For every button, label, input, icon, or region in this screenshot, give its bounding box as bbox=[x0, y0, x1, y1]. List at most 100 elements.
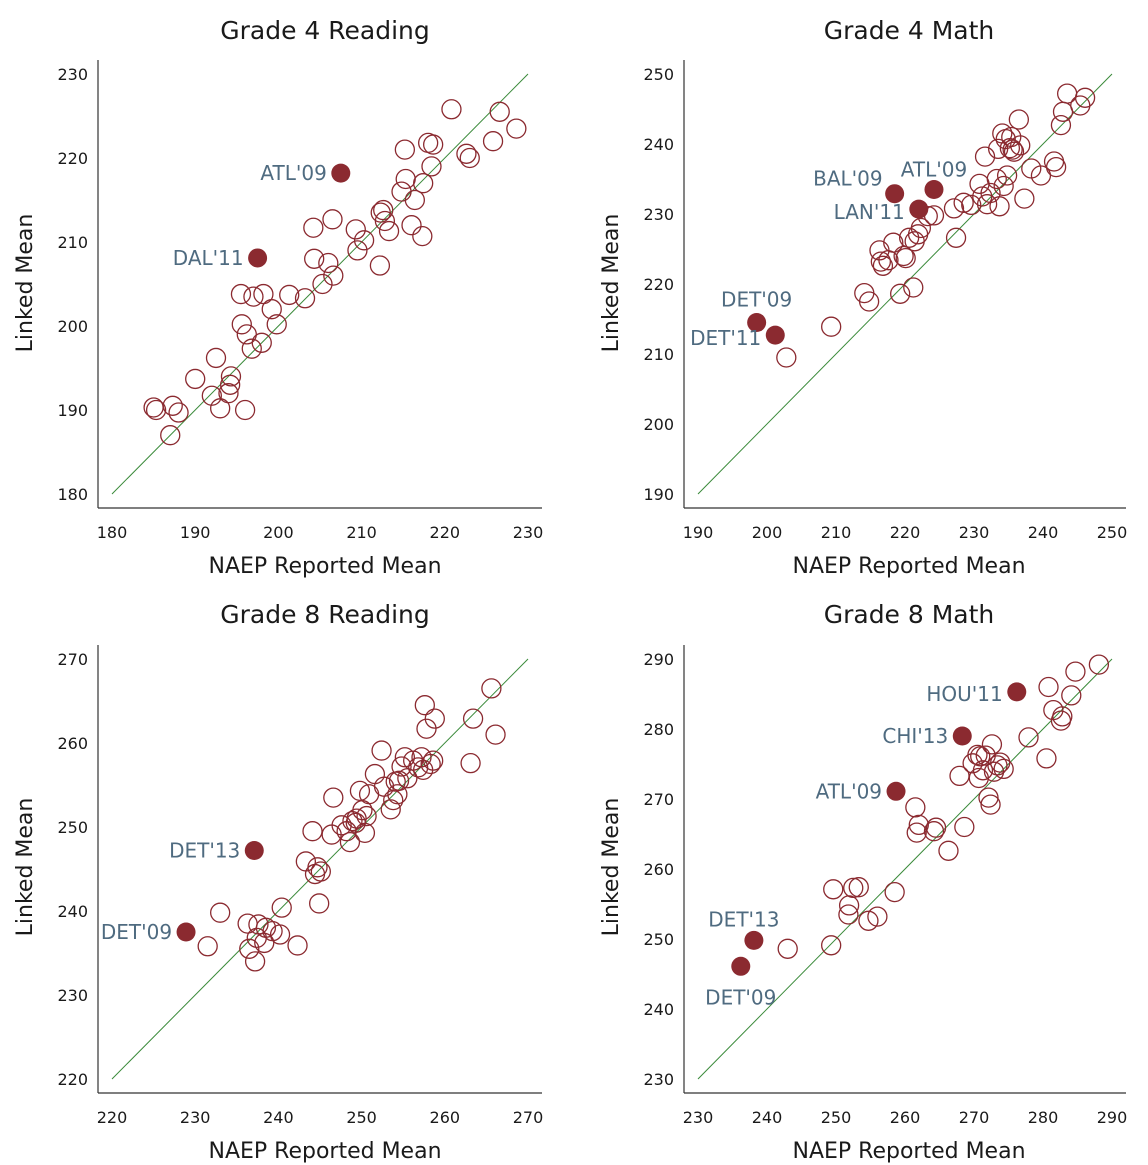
reference-line bbox=[111, 73, 529, 495]
data-point bbox=[890, 283, 911, 304]
x-tick-label: 240 bbox=[752, 1108, 783, 1127]
y-tick-label: 260 bbox=[643, 860, 674, 879]
data-point bbox=[949, 765, 970, 787]
data-point bbox=[1036, 748, 1057, 769]
data-point bbox=[1018, 727, 1039, 748]
data-point bbox=[506, 118, 527, 139]
data-point bbox=[970, 746, 991, 767]
highlighted-point bbox=[747, 313, 767, 332]
data-point bbox=[160, 425, 181, 446]
data-point bbox=[821, 316, 842, 337]
data-point bbox=[391, 181, 412, 202]
data-point bbox=[201, 385, 222, 406]
data-point bbox=[345, 219, 366, 240]
x-axis-label: NAEP Reported Mean bbox=[208, 1139, 441, 1164]
data-point bbox=[993, 758, 1014, 780]
data-point bbox=[943, 198, 965, 219]
y-tick-label: 270 bbox=[643, 790, 674, 809]
data-point bbox=[185, 368, 206, 390]
data-point bbox=[234, 399, 256, 421]
data-point bbox=[364, 763, 386, 785]
data-point bbox=[1045, 156, 1067, 178]
y-tick-label: 190 bbox=[57, 401, 88, 420]
x-tick-label: 290 bbox=[1097, 1108, 1128, 1127]
data-point bbox=[1065, 661, 1086, 682]
data-point bbox=[1038, 676, 1059, 698]
data-point bbox=[953, 192, 974, 213]
data-point bbox=[925, 817, 947, 838]
data-point bbox=[219, 374, 241, 395]
data-point bbox=[823, 879, 844, 900]
highlighted-point bbox=[176, 922, 196, 942]
highlight-label: ATL'09 bbox=[816, 779, 882, 803]
data-point bbox=[485, 724, 506, 745]
y-tick-label: 180 bbox=[57, 485, 88, 504]
data-point bbox=[162, 395, 183, 416]
x-tick-label: 220 bbox=[890, 523, 921, 542]
data-point bbox=[858, 910, 879, 931]
data-point bbox=[910, 217, 932, 239]
x-tick-label: 270 bbox=[513, 1108, 544, 1127]
data-point bbox=[210, 902, 231, 923]
data-point bbox=[387, 784, 408, 805]
scatter-panel-3: Grade 8 Reading 220 230 240 250 260 270 220 230 2… bbox=[13, 600, 543, 1164]
data-point bbox=[441, 99, 462, 120]
highlighted-point bbox=[885, 184, 905, 204]
x-tick-label: 250 bbox=[1097, 523, 1128, 542]
data-point bbox=[373, 199, 394, 221]
y-tick-label: 230 bbox=[57, 986, 88, 1005]
data-point bbox=[414, 695, 435, 716]
y-axis-label: Linked Mean bbox=[13, 798, 38, 937]
highlight-label: HOU'11 bbox=[926, 682, 1002, 706]
data-point bbox=[999, 138, 1021, 159]
data-point bbox=[394, 747, 416, 768]
highlight-label: DET'09 bbox=[705, 985, 776, 1009]
data-point bbox=[867, 906, 888, 927]
data-point bbox=[459, 147, 480, 169]
data-point bbox=[237, 913, 258, 934]
data-point bbox=[244, 951, 266, 972]
data-point bbox=[394, 139, 416, 160]
data-point bbox=[309, 893, 330, 914]
data-point bbox=[218, 383, 239, 404]
data-point bbox=[989, 196, 1010, 217]
panel-title: Grade 8 Reading bbox=[220, 600, 430, 629]
data-point bbox=[923, 821, 945, 842]
x-tick-label: 180 bbox=[97, 523, 128, 542]
data-point bbox=[251, 332, 272, 353]
y-tick-label: 240 bbox=[643, 135, 674, 154]
data-point bbox=[230, 283, 252, 305]
data-point bbox=[243, 286, 264, 307]
data-point bbox=[322, 209, 343, 230]
y-tick-label: 210 bbox=[57, 233, 88, 252]
reference-line bbox=[697, 658, 1113, 1080]
y-tick-label: 280 bbox=[643, 720, 674, 739]
data-point bbox=[354, 822, 376, 844]
data-point bbox=[347, 240, 368, 261]
x-tick-label: 210 bbox=[821, 523, 852, 542]
data-point bbox=[1008, 109, 1029, 130]
x-tick-label: 220 bbox=[430, 523, 461, 542]
data-point bbox=[1074, 87, 1096, 108]
data-point bbox=[241, 338, 262, 359]
highlighted-point bbox=[244, 841, 264, 861]
y-tick-label: 250 bbox=[643, 65, 674, 84]
x-tick-label: 270 bbox=[959, 1108, 990, 1127]
x-tick-label: 230 bbox=[683, 1108, 714, 1127]
data-point bbox=[996, 165, 1018, 186]
highlighted-point bbox=[886, 781, 906, 801]
data-point bbox=[339, 831, 361, 853]
data-point bbox=[1061, 685, 1082, 706]
data-point bbox=[981, 734, 1003, 755]
y-tick-label: 230 bbox=[57, 65, 88, 84]
data-point bbox=[961, 194, 982, 216]
data-point bbox=[323, 265, 344, 286]
highlighted-point bbox=[909, 199, 929, 219]
data-point bbox=[905, 797, 926, 818]
data-point bbox=[205, 347, 227, 369]
y-tick-label: 250 bbox=[57, 818, 88, 837]
data-point bbox=[482, 131, 504, 152]
x-tick-label: 230 bbox=[959, 523, 990, 542]
y-tick-label: 200 bbox=[57, 317, 88, 336]
highlight-label: BAL'09 bbox=[813, 167, 883, 191]
